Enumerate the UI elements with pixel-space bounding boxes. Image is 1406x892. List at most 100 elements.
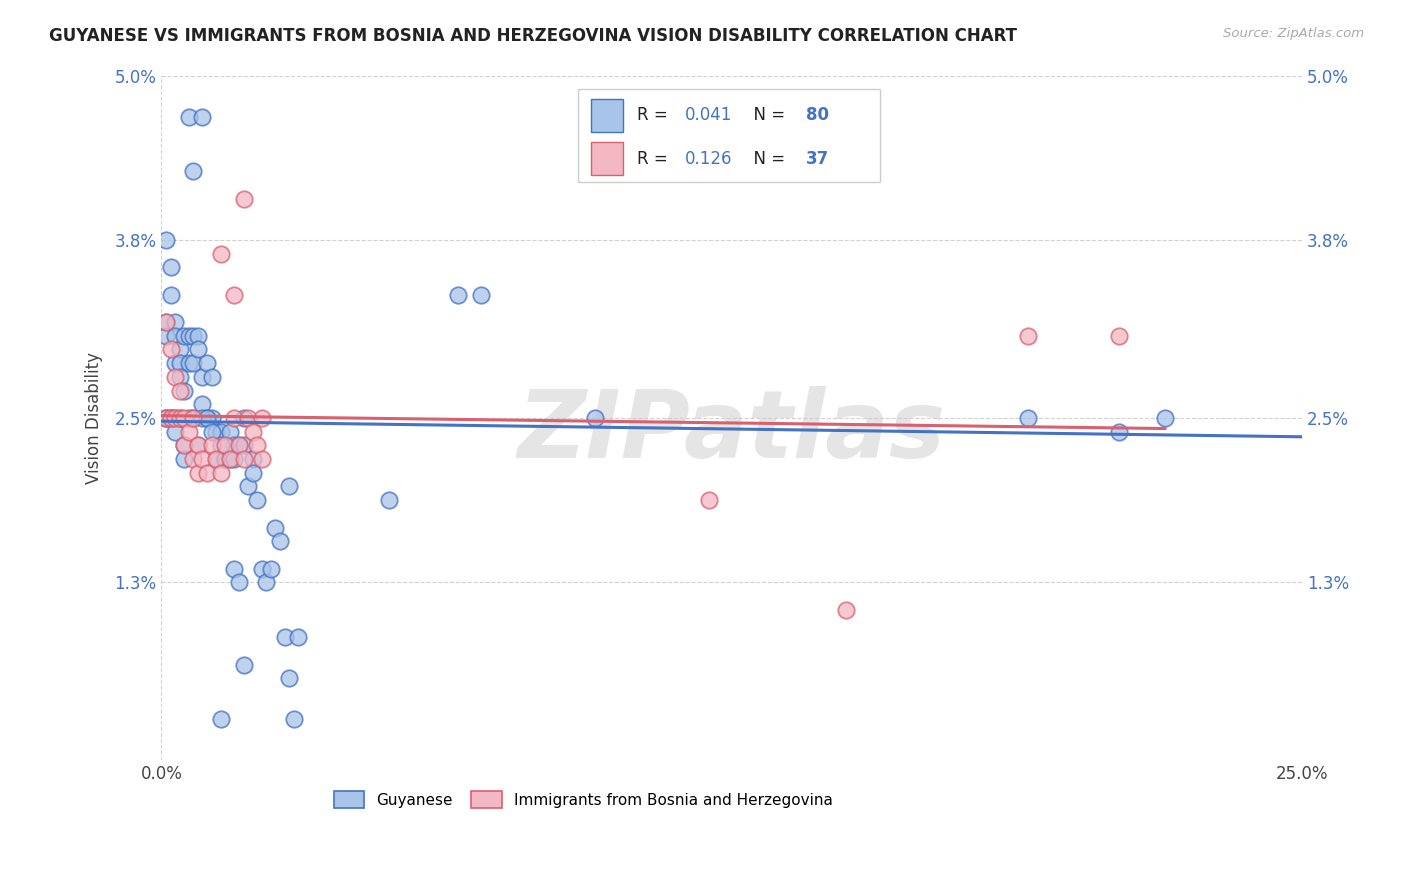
Point: [242, 452, 264, 467]
Point: [218, 452, 240, 467]
Point: [159, 343, 181, 357]
Point: [250, 452, 273, 467]
Point: [1017, 411, 1039, 425]
Point: [583, 411, 606, 425]
Point: [173, 384, 195, 398]
Point: [228, 438, 250, 452]
Point: [209, 425, 232, 439]
Point: [697, 493, 720, 508]
Point: [173, 411, 195, 425]
Point: [155, 315, 177, 329]
Point: [209, 438, 232, 452]
Point: [183, 452, 205, 467]
Point: [165, 425, 187, 439]
Point: [159, 287, 181, 301]
Point: [187, 438, 209, 452]
Point: [218, 425, 240, 439]
Point: [177, 425, 200, 439]
Point: [183, 411, 205, 425]
Point: [246, 493, 269, 508]
Point: [205, 452, 228, 467]
Point: [183, 328, 205, 343]
Point: [187, 466, 209, 480]
Point: [200, 425, 222, 439]
Point: [155, 411, 177, 425]
Point: [228, 575, 250, 590]
Point: [169, 411, 191, 425]
Point: [155, 411, 177, 425]
Point: [1108, 328, 1130, 343]
Text: 80: 80: [806, 106, 828, 124]
Point: [236, 411, 259, 425]
Point: [236, 479, 259, 493]
Point: [155, 411, 177, 425]
Point: [209, 466, 232, 480]
Point: [200, 369, 222, 384]
Point: [1154, 411, 1177, 425]
Point: [183, 164, 205, 178]
Point: [209, 246, 232, 260]
Point: [200, 438, 222, 452]
Point: [287, 630, 309, 644]
Point: [242, 425, 264, 439]
Point: [187, 438, 209, 452]
Point: [273, 630, 295, 644]
Point: [183, 356, 205, 370]
Point: [232, 452, 254, 467]
Text: R =: R =: [637, 150, 673, 168]
FancyBboxPatch shape: [592, 142, 623, 175]
Point: [191, 411, 214, 425]
Point: [195, 356, 218, 370]
Point: [177, 110, 200, 124]
Point: [169, 411, 191, 425]
Point: [173, 328, 195, 343]
Text: 37: 37: [806, 150, 830, 168]
Point: [246, 438, 269, 452]
Point: [177, 411, 200, 425]
Point: [155, 233, 177, 247]
Text: Source: ZipAtlas.com: Source: ZipAtlas.com: [1223, 27, 1364, 40]
Point: [205, 425, 228, 439]
Point: [173, 438, 195, 452]
Point: [470, 287, 492, 301]
Point: [224, 411, 246, 425]
Point: [155, 328, 177, 343]
Point: [228, 438, 250, 452]
Point: [191, 397, 214, 411]
Point: [177, 356, 200, 370]
Point: [200, 411, 222, 425]
Text: N =: N =: [742, 150, 790, 168]
Point: [191, 369, 214, 384]
Point: [232, 192, 254, 206]
Point: [1108, 425, 1130, 439]
Text: GUYANESE VS IMMIGRANTS FROM BOSNIA AND HERZEGOVINA VISION DISABILITY CORRELATION: GUYANESE VS IMMIGRANTS FROM BOSNIA AND H…: [49, 27, 1017, 45]
Point: [169, 384, 191, 398]
Point: [165, 411, 187, 425]
Point: [187, 343, 209, 357]
Point: [165, 328, 187, 343]
Point: [232, 438, 254, 452]
Point: [218, 452, 240, 467]
Point: [269, 534, 291, 549]
Point: [224, 438, 246, 452]
Point: [232, 657, 254, 672]
Point: [242, 466, 264, 480]
Point: [260, 561, 283, 575]
Point: [165, 411, 187, 425]
Point: [232, 411, 254, 425]
Point: [159, 411, 181, 425]
Point: [173, 452, 195, 467]
Point: [278, 479, 301, 493]
Legend: Guyanese, Immigrants from Bosnia and Herzegovina: Guyanese, Immigrants from Bosnia and Her…: [328, 785, 839, 814]
Point: [173, 438, 195, 452]
Point: [254, 575, 277, 590]
Point: [224, 287, 246, 301]
Point: [697, 151, 720, 165]
FancyBboxPatch shape: [578, 89, 880, 182]
Text: 0.041: 0.041: [685, 106, 733, 124]
Point: [195, 411, 218, 425]
Point: [187, 328, 209, 343]
Point: [169, 343, 191, 357]
Text: 0.126: 0.126: [685, 150, 733, 168]
Point: [159, 411, 181, 425]
